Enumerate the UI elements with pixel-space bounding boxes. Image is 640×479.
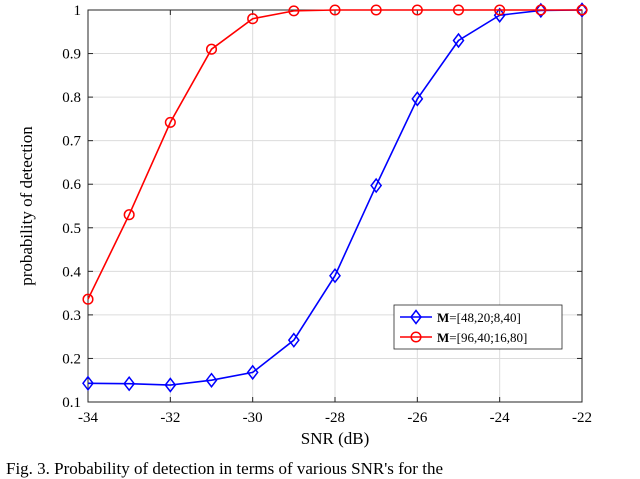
series-layer: [82, 2, 588, 393]
series-1-point-diamond: [205, 372, 218, 388]
series-2-point-circle: [370, 4, 382, 16]
x-tick-label: -30: [243, 410, 263, 426]
series-2-point-circle: [164, 116, 176, 128]
series-1-point-diamond: [370, 177, 383, 194]
figure-caption: Fig. 3. Probability of detection in term…: [6, 459, 443, 478]
series-1-point-diamond: [164, 377, 177, 393]
legend: M=[48,20;8,40]M=[96,40;16,80]: [393, 304, 563, 350]
y-tick-label: 0.1: [62, 395, 81, 411]
legend-box: [393, 304, 563, 350]
legend-label-rest-part: =[48,20;8,40]: [449, 310, 521, 325]
x-tick-label: -22: [572, 410, 592, 426]
legend-marker-2: [410, 331, 422, 343]
series-1-point-diamond: [246, 364, 259, 381]
series-1-point-diamond: [452, 32, 465, 49]
y-axis-title: probability of detection: [17, 126, 36, 286]
series-1-point-diamond: [82, 375, 94, 392]
legend-label-2: M=[96,40;16,80]: [437, 330, 527, 345]
y-tick-label: 0.8: [62, 90, 81, 106]
legend-label-rest-part: =[96,40;16,80]: [449, 330, 527, 345]
series-2-point-circle: [494, 4, 506, 16]
series-2-point-circle: [82, 293, 94, 305]
x-tick-label: -24: [490, 410, 510, 426]
series-2-point-circle: [576, 4, 588, 16]
x-tick-label: -26: [407, 410, 427, 426]
y-tick-label: 0.4: [62, 264, 81, 280]
series-2-point-circle: [205, 43, 218, 55]
y-tick-label: 0.2: [62, 351, 81, 367]
series-2-point-circle: [329, 4, 341, 16]
x-tick-label: -34: [78, 410, 98, 426]
y-tick-label: 0.7: [62, 134, 81, 150]
x-axis-title: SNR (dB): [301, 429, 369, 448]
series-2: [82, 4, 588, 305]
axis-ticks: -34 -32 -30 -28 -26 -24 -22 0.1 0.2 0.3 0.4 0.5 0.6 0…: [62, 3, 592, 426]
series-1-point-diamond: [576, 2, 588, 18]
series-2-point-circle: [452, 4, 465, 16]
series-2-point-circle: [123, 209, 135, 221]
x-tick-label: -28: [325, 410, 345, 426]
y-tick-label: 0.6: [62, 177, 81, 193]
y-tick-label: 0.5: [62, 221, 81, 237]
legend-label-1: M=[48,20;8,40]: [437, 310, 521, 325]
series-2-point-circle: [411, 4, 423, 16]
x-tick-label: -32: [160, 410, 180, 426]
series-2-line: [87, 9, 582, 300]
series-1-point-diamond: [287, 332, 300, 348]
y-tick-label: 0.3: [62, 308, 81, 324]
series-1-point-diamond: [411, 91, 424, 107]
y-tick-label: 1: [74, 3, 82, 19]
series-1-point-diamond: [123, 375, 136, 392]
legend-label-bold-part: M: [437, 310, 449, 325]
legend-marker-1: [410, 309, 422, 325]
series-2-point-circle: [247, 13, 259, 25]
series-2-point-circle: [288, 5, 300, 17]
series-2-point-circle: [535, 4, 547, 16]
y-tick-label: 0.9: [62, 47, 81, 63]
legend-label-bold-part: M: [437, 330, 449, 345]
series-1-point-diamond: [534, 2, 547, 19]
series-1-point-diamond: [329, 267, 341, 284]
